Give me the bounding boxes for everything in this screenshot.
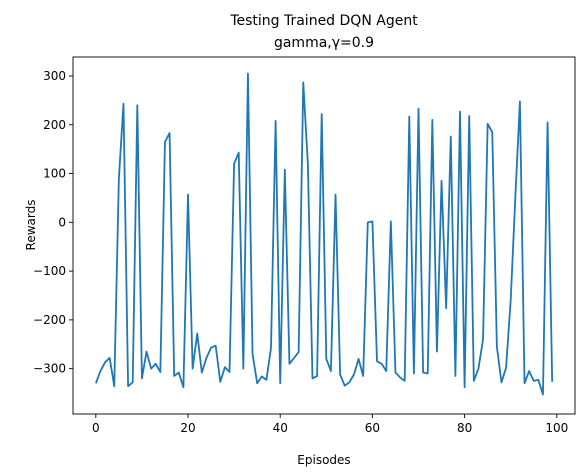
x-axis-label: Episodes — [297, 453, 350, 467]
y-tick-label: 0 — [58, 215, 66, 229]
y-axis-label: Rewards — [24, 200, 38, 251]
chart-title: Testing Trained DQN Agent — [229, 13, 418, 29]
y-tick-label: −300 — [33, 362, 66, 376]
x-tick-label: 100 — [545, 421, 568, 435]
y-tick-label: 300 — [43, 69, 66, 83]
plot-frame — [72, 56, 576, 415]
y-tick-label: −100 — [33, 264, 66, 278]
chart-subtitle: gamma,γ=0.9 — [274, 35, 374, 51]
y-tick-label: −200 — [33, 313, 66, 327]
x-tick-label: 0 — [92, 421, 100, 435]
x-tick-label: 20 — [180, 421, 195, 435]
x-axis-ticks: 0 20 40 60 80 100 — [92, 414, 568, 435]
series-line — [94, 72, 554, 396]
y-tick-label: 100 — [43, 167, 66, 181]
x-tick-label: 40 — [273, 421, 288, 435]
x-tick-label: 80 — [457, 421, 472, 435]
y-axis-ticks: −300 −200 −100 0 100 200 300 — [33, 69, 73, 376]
x-tick-label: 60 — [365, 421, 380, 435]
y-tick-label: 200 — [43, 118, 66, 132]
